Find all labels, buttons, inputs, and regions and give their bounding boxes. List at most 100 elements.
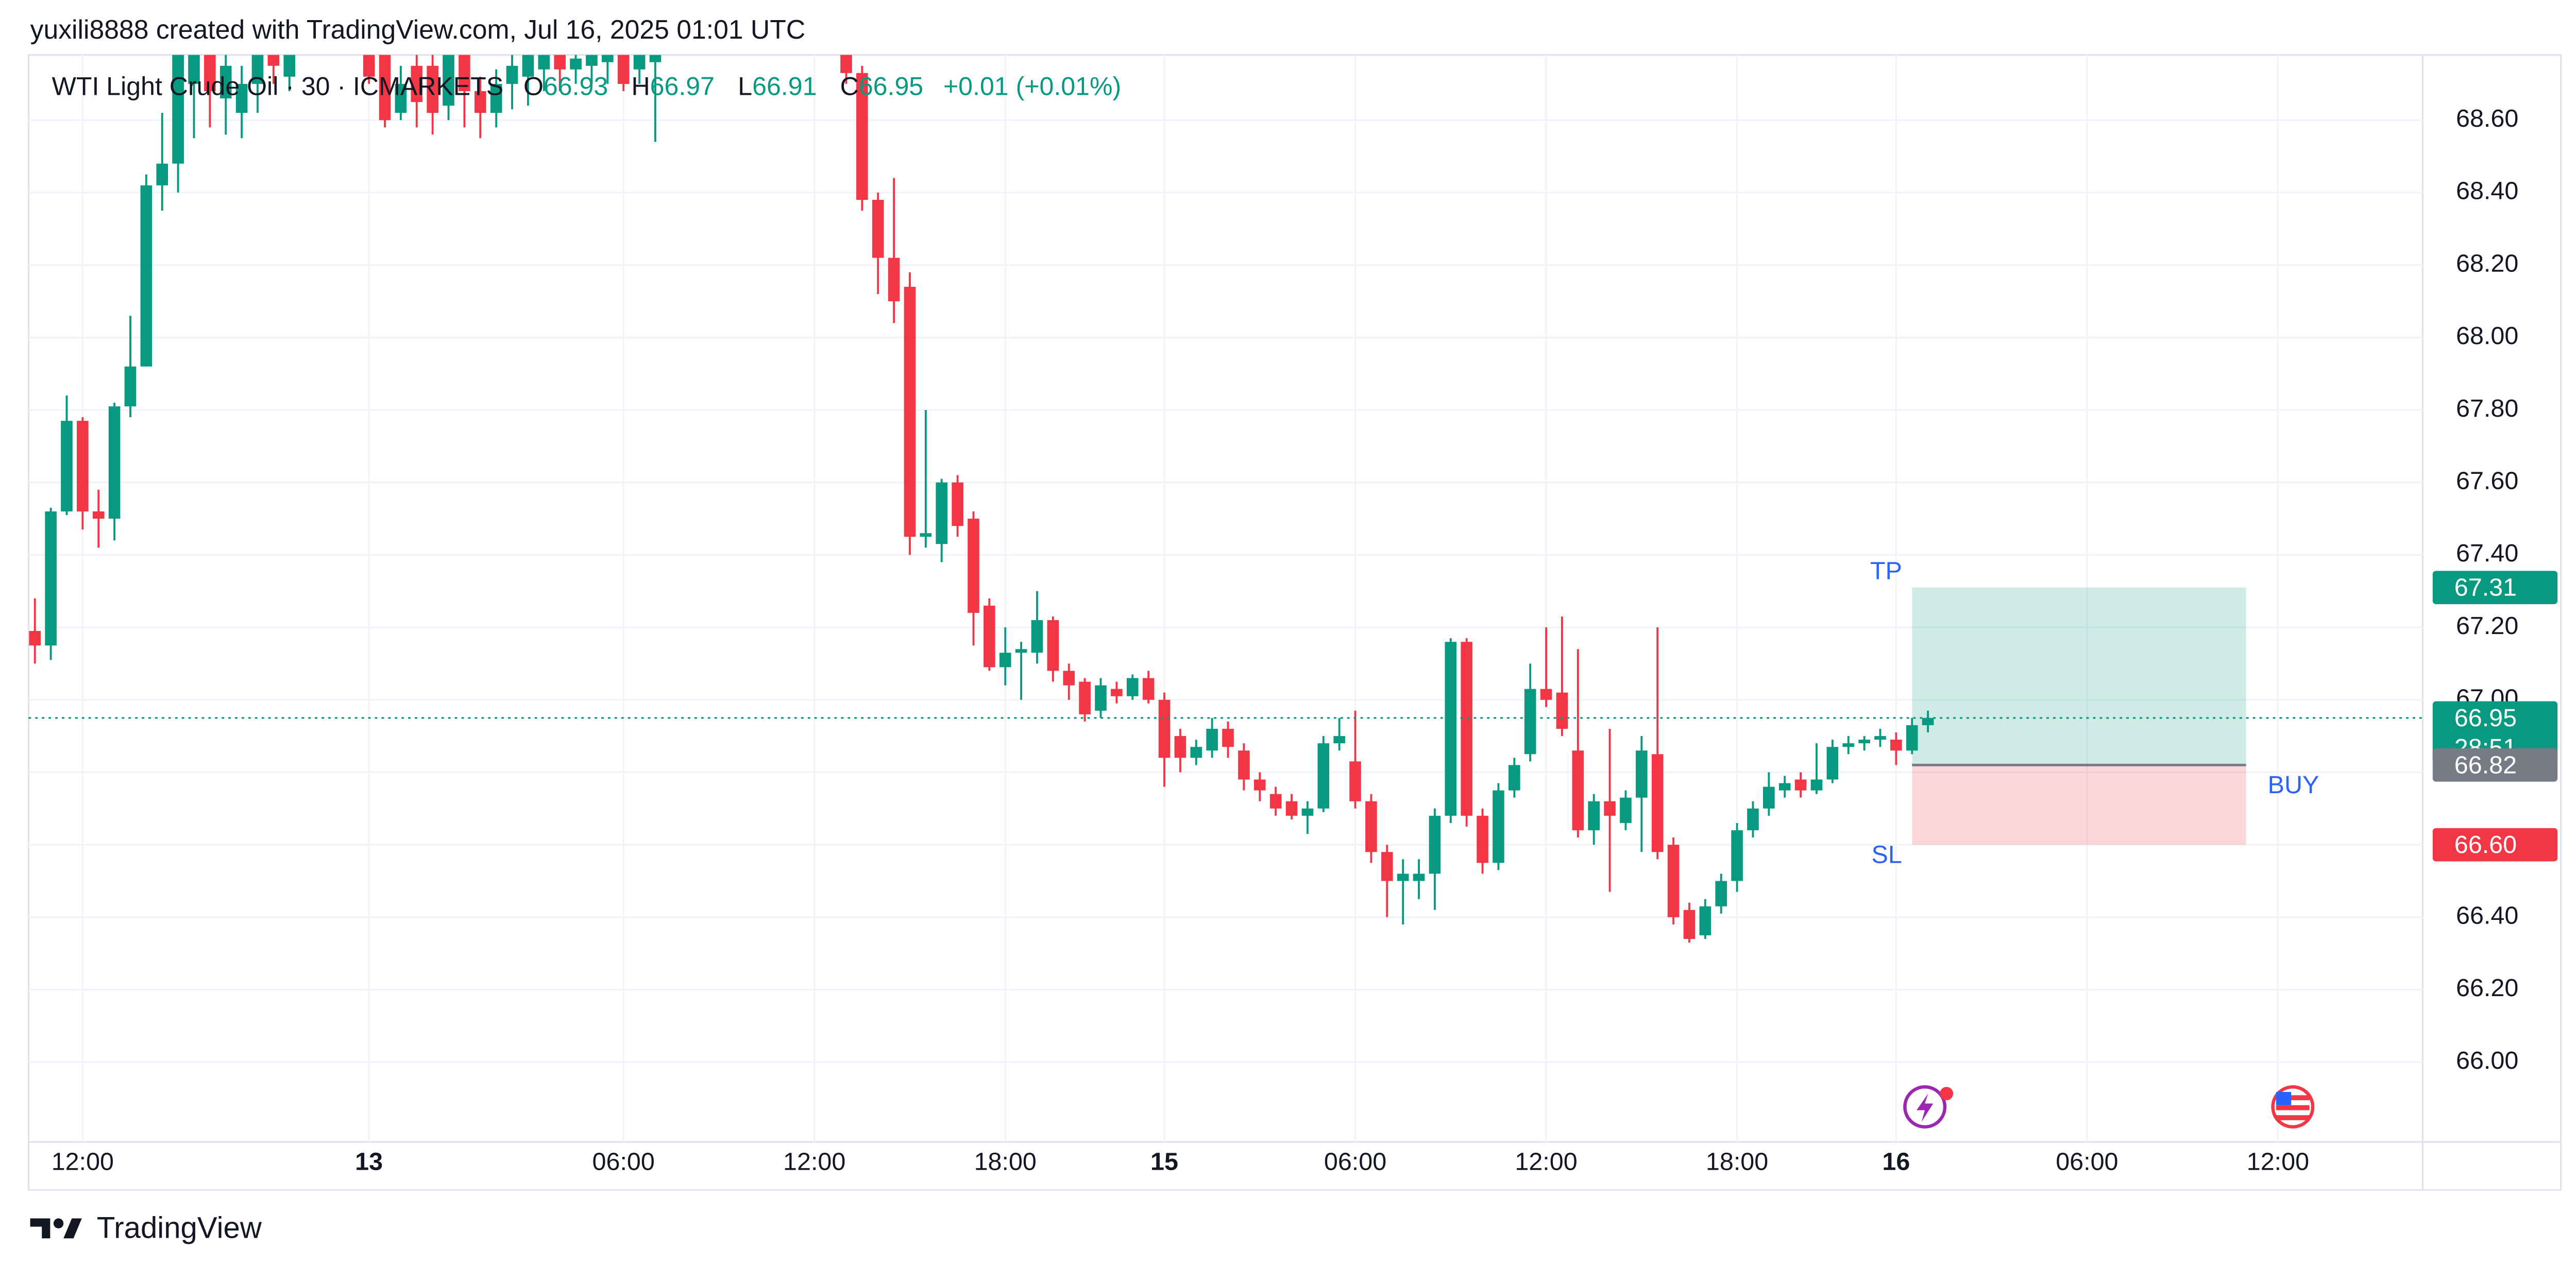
candle-body [1858, 740, 1870, 744]
candle-body [920, 533, 932, 537]
candle-body [1397, 874, 1409, 881]
candle-body [172, 55, 184, 164]
price-label: 66.95 [2454, 704, 2517, 732]
candle-body [474, 91, 486, 113]
candle-body [1763, 787, 1775, 809]
candle-body [1381, 852, 1393, 881]
us-flag-icon [2271, 1085, 2315, 1129]
y-tick-label: 66.20 [2456, 974, 2518, 1002]
candle-body [1747, 808, 1759, 830]
y-tick-label: 67.40 [2456, 539, 2518, 567]
candle-body [1269, 794, 1282, 809]
legend-item: O [523, 72, 544, 101]
candle-body [1047, 620, 1059, 671]
candle-body [1238, 750, 1250, 780]
y-tick-label: 67.20 [2456, 612, 2518, 640]
candle-body [1063, 671, 1075, 686]
candle-body [1524, 689, 1536, 755]
candle-body [124, 366, 137, 406]
x-tick-label: 12:00 [1515, 1148, 1577, 1176]
candle-body [1556, 692, 1568, 729]
candle-body [649, 55, 662, 62]
candle-body [840, 55, 852, 73]
y-tick-label: 66.00 [2456, 1047, 2518, 1074]
candle-body [1253, 779, 1266, 791]
price-label-box [2432, 748, 2558, 782]
tp-label: TP [1870, 557, 1902, 585]
y-tick-label: 68.20 [2456, 249, 2518, 277]
candle-body [29, 631, 41, 646]
candle-body [1588, 801, 1600, 830]
legend-item: 66.91 [752, 72, 817, 101]
candle-body [1826, 747, 1839, 780]
candle-body [1174, 736, 1187, 758]
candle-body [904, 286, 916, 537]
candle-body [1810, 779, 1823, 791]
legend-item: WTI Light Crude Oil · 30 · ICMARKETS [52, 72, 504, 101]
candle-body [1906, 725, 1918, 751]
candle-body [45, 511, 57, 646]
candle-body [1493, 790, 1504, 863]
candle-body [188, 55, 200, 84]
x-tick-label: 15 [1150, 1148, 1178, 1176]
candle-body [363, 55, 375, 77]
candle-body [1572, 750, 1584, 830]
candle-body [1508, 765, 1520, 791]
candle-body [1333, 736, 1345, 744]
x-tick-label: 06:00 [1324, 1148, 1386, 1176]
legend-item: +0.01 (+0.01%) [943, 72, 1121, 101]
candle-body [77, 421, 89, 511]
candle-body [1890, 740, 1902, 751]
legend-item: 66.93 [544, 72, 608, 101]
price-label: 67.31 [2454, 574, 2517, 602]
candle-body [538, 55, 550, 70]
y-tick-label: 68.60 [2456, 105, 2518, 132]
candles [29, 55, 1934, 943]
x-tick-label: 06:00 [2056, 1148, 2118, 1176]
y-tick-label: 66.40 [2456, 902, 2518, 930]
candle-body [1317, 743, 1330, 809]
candle-body [872, 200, 884, 258]
frame [27, 54, 2562, 1191]
candle-body [999, 653, 1011, 668]
candle-body [1922, 717, 1934, 725]
candle-body [267, 55, 280, 66]
y-tick-label: 68.00 [2456, 322, 2518, 350]
candle-body [506, 65, 518, 84]
candle-body [1715, 881, 1727, 907]
candle-body [1031, 620, 1043, 653]
candle-body [1778, 783, 1791, 791]
candle-body [1111, 689, 1123, 696]
legend-item: L [738, 72, 752, 101]
candle-body [1015, 649, 1027, 653]
x-tick-label: 12:00 [2247, 1148, 2309, 1176]
candle-body [156, 163, 168, 185]
candle-body [1683, 910, 1696, 939]
lightning-icon [1903, 1085, 1954, 1129]
x-tick-label: 16 [1882, 1148, 1910, 1176]
candle-body [1079, 681, 1091, 714]
candle-body [1285, 801, 1298, 816]
candle-body [1190, 747, 1202, 758]
x-tick-label: 13 [355, 1148, 383, 1176]
candle-body [570, 58, 582, 70]
legend-item: H [632, 72, 650, 101]
x-tick-label: 18:00 [1706, 1148, 1768, 1176]
candle-body [61, 421, 73, 511]
loss-zone [1912, 765, 2246, 845]
candle-body [1429, 815, 1441, 874]
candle-body [1604, 801, 1616, 816]
candle-body [984, 605, 995, 668]
candle-body [427, 65, 438, 113]
candle-body [1413, 874, 1425, 881]
legend-item: 66.95 [859, 72, 923, 101]
candle-body [1651, 754, 1664, 852]
candle-body [522, 55, 534, 77]
legend: WTI Light Crude Oil · 30 · ICMARKETS O66.… [52, 72, 1122, 101]
price-label-box [2432, 571, 2558, 604]
x-tick-label: 12:00 [783, 1148, 845, 1176]
x-tick-label: 06:00 [592, 1148, 655, 1176]
candle-body [888, 258, 900, 301]
candle-body [490, 83, 502, 113]
